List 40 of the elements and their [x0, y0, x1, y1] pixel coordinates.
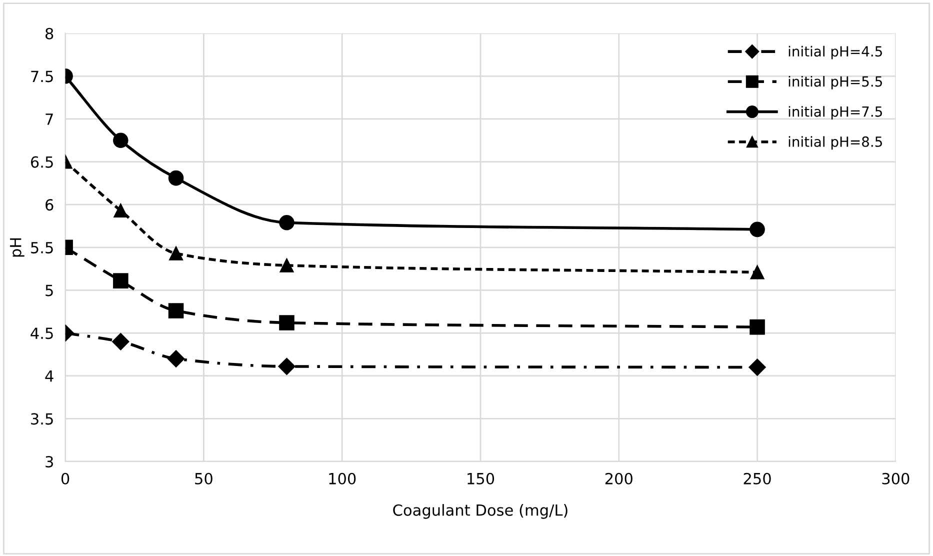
point: [112, 333, 130, 350]
x-tick-label: 150: [468, 472, 494, 484]
legend-label: initial pH=7.5: [788, 106, 882, 120]
x-tick-label: 50: [195, 472, 212, 484]
y-tick-label: 4.5: [30, 328, 53, 340]
point: [168, 303, 184, 318]
point: [168, 170, 184, 186]
point: [279, 315, 294, 330]
legend-label: initial pH=4.5: [788, 46, 882, 60]
x-axis-title: Coagulant Dose (mg/L): [393, 504, 568, 519]
point: [113, 273, 128, 288]
point: [114, 204, 128, 218]
point: [750, 319, 765, 335]
x-tick-label: 0: [61, 472, 70, 484]
y-tick-label: 7.5: [31, 70, 53, 82]
legend-label: initial pH=5.5: [788, 76, 882, 90]
point: [750, 265, 764, 280]
point: [169, 246, 183, 260]
y-tick-label: 5: [46, 284, 53, 296]
x-tick-label: 300: [882, 472, 910, 484]
y-tick-label: 6.5: [30, 156, 53, 168]
y-tick-label: 3: [46, 456, 53, 468]
point: [167, 350, 185, 368]
y-tick-label: 5.5: [31, 242, 53, 254]
point: [280, 258, 294, 272]
y-axis-title: pH: [10, 238, 24, 257]
x-tick-label: 100: [329, 472, 356, 484]
point: [748, 358, 766, 376]
point: [750, 222, 765, 238]
point: [279, 214, 294, 230]
point: [278, 358, 296, 375]
y-tick-label: 3.5: [31, 413, 53, 425]
y-tick-label: 8: [46, 28, 54, 40]
y-tick-label: 7: [46, 114, 53, 125]
y-tick-label: 4: [45, 370, 54, 382]
legend-label: initial pH=8.5: [788, 136, 882, 150]
x-tick-label: 250: [744, 472, 771, 484]
x-tick-label: 200: [605, 472, 632, 484]
y-tick-label: 6: [46, 199, 54, 211]
point: [113, 132, 128, 148]
